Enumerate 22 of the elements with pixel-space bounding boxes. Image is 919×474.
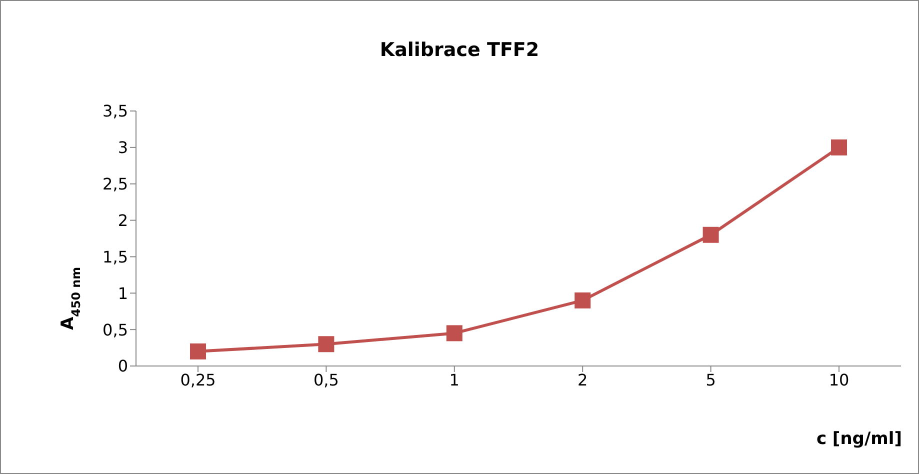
point — [446, 325, 462, 342]
point — [318, 336, 334, 352]
point — [190, 343, 206, 360]
y-tick-label: 0,5 — [102, 320, 128, 340]
y-tick-label: 2,5 — [102, 174, 128, 194]
y-tick-label: 3 — [118, 138, 128, 158]
point — [574, 292, 591, 308]
x-tick-label: 10 — [828, 370, 850, 390]
x-tick-label: 0,5 — [313, 370, 339, 390]
y-tick-label: 1,5 — [102, 247, 128, 266]
point — [702, 226, 719, 243]
y-tick-label: 1 — [118, 284, 128, 303]
x-tick-label: 2 — [578, 370, 588, 390]
chart-title: Kalibrace TFF2 — [378, 39, 540, 61]
x-axis-title: c [ng/ml] — [816, 429, 902, 449]
y-tick-label: 2 — [118, 210, 128, 230]
y-tick-label: 0 — [118, 356, 128, 376]
x-tick-label: 1 — [449, 370, 460, 390]
x-tick-label: 5 — [706, 370, 716, 390]
y-tick-label: 3,5 — [102, 102, 128, 121]
x-tick-label: 0,25 — [180, 370, 216, 390]
point — [831, 139, 847, 156]
